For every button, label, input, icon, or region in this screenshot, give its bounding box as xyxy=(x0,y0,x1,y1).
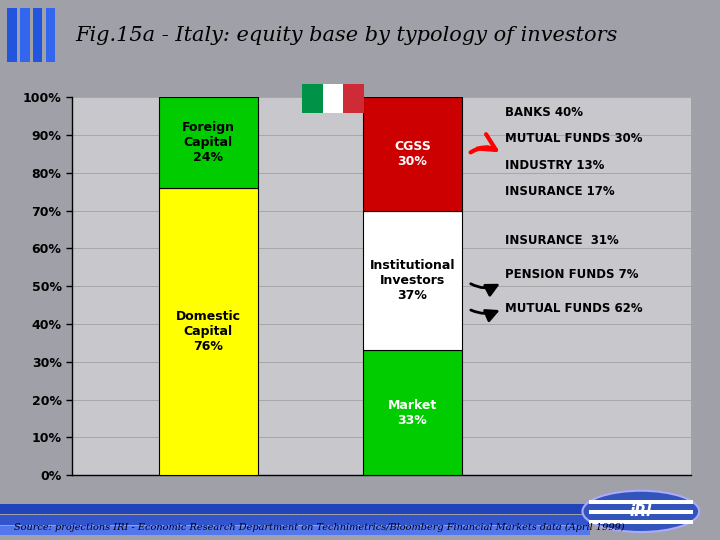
Bar xyxy=(363,350,462,475)
Text: INSURANCE 17%: INSURANCE 17% xyxy=(505,185,615,198)
Text: CGSS
30%: CGSS 30% xyxy=(394,140,431,168)
Bar xyxy=(589,510,693,514)
Ellipse shape xyxy=(582,491,699,532)
Bar xyxy=(589,500,693,504)
Bar xyxy=(0,504,590,514)
Text: INSURANCE  31%: INSURANCE 31% xyxy=(505,234,619,247)
Text: PENSION FUNDS 7%: PENSION FUNDS 7% xyxy=(505,268,639,281)
Text: Fig.15a - Italy: equity base by typology of investors: Fig.15a - Italy: equity base by typology… xyxy=(76,25,618,45)
Text: BANKS 40%: BANKS 40% xyxy=(505,106,583,119)
FancyBboxPatch shape xyxy=(46,9,55,62)
Text: Domestic
Capital
76%: Domestic Capital 76% xyxy=(176,310,240,353)
Text: Institutional
Investors
37%: Institutional Investors 37% xyxy=(370,259,455,302)
Bar xyxy=(363,97,462,211)
Text: iRl: iRl xyxy=(630,504,652,519)
FancyBboxPatch shape xyxy=(20,9,30,62)
Text: Market
33%: Market 33% xyxy=(388,399,437,427)
Bar xyxy=(0,526,590,536)
Bar xyxy=(589,519,693,524)
Text: MUTUAL FUNDS 30%: MUTUAL FUNDS 30% xyxy=(505,132,643,145)
Text: INDUSTRY 13%: INDUSTRY 13% xyxy=(505,159,605,172)
Text: MUTUAL FUNDS 62%: MUTUAL FUNDS 62% xyxy=(505,302,643,315)
FancyBboxPatch shape xyxy=(7,9,17,62)
Bar xyxy=(363,211,462,350)
Text: Source: projections IRI - Economic Research Department on Technimetrics/Bloomber: Source: projections IRI - Economic Resea… xyxy=(14,523,625,532)
Text: Foreign
Capital
24%: Foreign Capital 24% xyxy=(181,121,235,164)
Bar xyxy=(158,188,258,475)
FancyBboxPatch shape xyxy=(33,9,42,62)
Bar xyxy=(158,97,258,188)
Bar xyxy=(0,515,590,525)
